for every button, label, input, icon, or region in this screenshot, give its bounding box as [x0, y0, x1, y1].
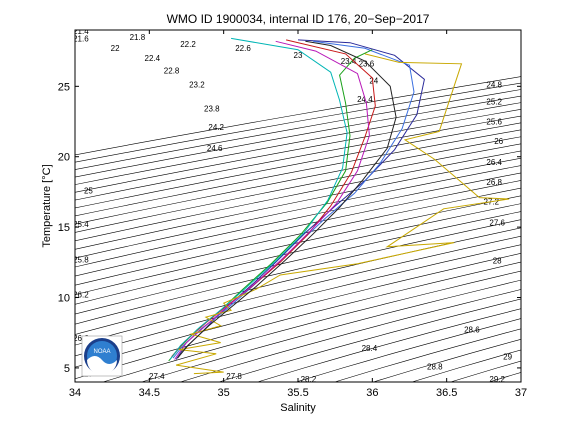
isopycnal-label: 26.4 — [486, 158, 502, 167]
isopycnal-line — [75, 165, 521, 259]
x-tick-label: 34.5 — [139, 387, 160, 399]
isopycnal-label: 21.4 — [73, 27, 89, 36]
x-axis-ticks: 34 34.5 35 35.5 36 36.5 37 — [69, 30, 527, 399]
isopycnal-label: 29.2 — [489, 375, 505, 384]
isopycnal-label: 21.8 — [130, 33, 146, 42]
isopycnal-line — [75, 150, 521, 242]
y-tick-label: 25 — [58, 81, 70, 93]
isopycnal-line — [333, 328, 521, 382]
isopycnal-label: 25 — [84, 186, 93, 195]
isopycnal-line — [521, 16, 576, 396]
isopycnal-label: 23.8 — [204, 105, 220, 114]
isopycnal-label: 24.6 — [207, 144, 223, 153]
isopycnal-label: 28.8 — [427, 362, 443, 371]
isopycnal-line — [179, 289, 521, 382]
isopycnal-line — [101, 270, 521, 382]
profile-line — [177, 40, 397, 359]
isopycnal-line — [75, 195, 521, 295]
isopycnal-label: 27.8 — [226, 372, 242, 381]
isopycnal-label: 23.2 — [189, 81, 205, 90]
isopycnal-label: 23.4 — [341, 57, 357, 66]
isopycnal-label: 25.2 — [486, 98, 502, 107]
y-axis-label: Temperature [°C] — [41, 164, 53, 247]
isopycnal-label: 27.6 — [489, 219, 505, 228]
isopycnal-line — [75, 76, 521, 156]
y-axis-ticks: 5 10 15 20 25 — [58, 81, 521, 375]
isopycnal-label: 25.8 — [73, 255, 89, 264]
isopycnal-line — [295, 318, 521, 382]
profile-line — [171, 39, 376, 358]
profile-line — [174, 40, 370, 360]
plot-frame — [74, 29, 522, 383]
isopycnal-label: 22 — [111, 44, 120, 53]
isopycnal-line — [75, 129, 521, 217]
isopycnal-line — [140, 279, 521, 382]
x-axis-label: Salinity — [280, 402, 316, 414]
isopycnal-line — [75, 235, 521, 346]
isopycnal-label: 25.6 — [486, 117, 502, 126]
isopycnal-line — [75, 157, 521, 250]
isopycnal-label: 24 — [369, 77, 378, 86]
isopycnal-line — [75, 227, 521, 335]
isopycnal-label: 24.8 — [486, 81, 502, 90]
isopycnal-line — [75, 136, 521, 225]
isopycnal-label: 28.2 — [301, 375, 317, 384]
x-tick-label: 37 — [515, 387, 527, 399]
isopycnal-label: 26.8 — [486, 178, 502, 187]
isopycnal-line — [75, 261, 521, 380]
chart-title: WMO ID 1900034, internal ID 176, 20−Sep−… — [167, 12, 430, 26]
isopycnal-label: 25.4 — [73, 220, 89, 229]
profile-line — [175, 53, 510, 375]
y-tick-label: 20 — [58, 152, 70, 164]
y-tick-label: 5 — [64, 363, 70, 375]
isopycnal-line — [75, 187, 521, 286]
isopycnal-label: 22.6 — [235, 44, 251, 53]
x-tick-label: 35 — [218, 387, 230, 399]
isopycnal-label: 23 — [294, 51, 303, 60]
isopycnal-label: 22.2 — [180, 40, 196, 49]
x-tick-label: 36 — [366, 387, 378, 399]
isopycnal-label: 27.4 — [149, 372, 165, 381]
isopycnal-line — [75, 172, 521, 268]
profile-line — [172, 40, 415, 359]
isopycnal-label: 24.2 — [208, 123, 224, 132]
profile-line — [169, 37, 348, 360]
x-tick-label: 36.5 — [436, 387, 457, 399]
isopycnal-line — [256, 308, 521, 382]
x-tick-label: 35.5 — [287, 387, 308, 399]
isopycnal-label: 26 — [494, 137, 503, 146]
isopycnal-line — [75, 203, 521, 305]
y-tick-label: 10 — [58, 293, 70, 305]
isopycnal-label: 26.2 — [73, 291, 89, 300]
isopycnal-line — [75, 143, 521, 233]
x-tick-label: 34 — [69, 387, 81, 399]
isopycnal-line — [75, 122, 521, 209]
isopycnal-line — [372, 338, 521, 382]
isopycnal-label: 28.4 — [362, 344, 378, 353]
isopycnal-label: 22.4 — [145, 54, 161, 63]
isopycnal-line — [75, 180, 521, 277]
isopycnal-label: 23.6 — [359, 60, 375, 69]
noaa-logo-icon: NOAA — [81, 335, 123, 377]
density-contour-labels: 21.421.6 21.8 22 22.2 22.4 22.6 22.8 23 23.2 23.4… — [73, 27, 513, 384]
isopycnal-line — [217, 298, 521, 382]
isopycnal-label: 29 — [503, 353, 512, 362]
profile-series — [168, 37, 510, 375]
isopycnal-label: 28 — [493, 257, 502, 266]
isopycnal-label: 22.8 — [164, 67, 180, 76]
isopycnal-line — [560, 16, 576, 396]
isopycnal-line — [75, 244, 521, 357]
isopycnal-label: 28.6 — [464, 326, 480, 335]
noaa-logo-text: NOAA — [93, 349, 110, 355]
isopycnal-label: 21.6 — [73, 34, 89, 43]
y-tick-label: 15 — [58, 222, 70, 234]
